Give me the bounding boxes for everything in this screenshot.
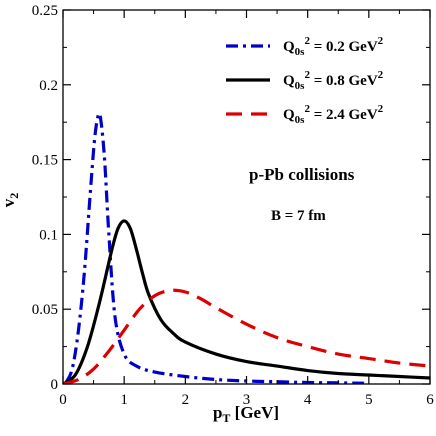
y-tick-label: 0.25 [32,3,58,19]
x-tick-label: 0 [59,392,67,408]
y-axis-title: v2 [0,193,21,208]
legend-label-1: Q0s2 = 0.2 GeV2 [283,35,384,58]
x-tick-label: 6 [426,392,434,408]
x-tick-label: 3 [243,392,251,408]
x-tick-label: 4 [304,392,312,408]
x-tick-label: 2 [182,392,190,408]
ticks-layer [62,9,431,385]
legend-label-3: Q0s2 = 2.4 GeV2 [283,103,384,126]
y-tick-label: 0 [51,377,59,393]
series-line-2 [63,219,430,384]
annotation-collisions: p-Pb collisions [249,165,355,184]
y-tick-label: 0.1 [39,227,58,243]
x-tick-label: 5 [365,392,373,408]
annotation-impact-parameter: B = 7 fm [271,208,326,224]
y-tick-label: 0.05 [32,302,58,318]
series-line-3 [63,288,430,384]
plot-frame [62,9,431,385]
y-tick-label: 0.2 [39,78,58,94]
y-tick-label: 0.15 [32,153,58,169]
labels-layer: 0 1 2 3 4 5 6 0 0.05 0.1 0.15 0.2 0.25 [32,3,435,408]
legend-label-2: Q0s2 = 0.8 GeV2 [283,69,384,92]
x-axis-title: pT [GeV] [213,403,279,425]
legend: Q0s2 = 0.2 GeV2 Q0s2 = 0.8 GeV2 Q0s2 = 2.4… [226,35,384,126]
x-tick-label: 1 [120,392,128,408]
series-layer [63,111,430,384]
